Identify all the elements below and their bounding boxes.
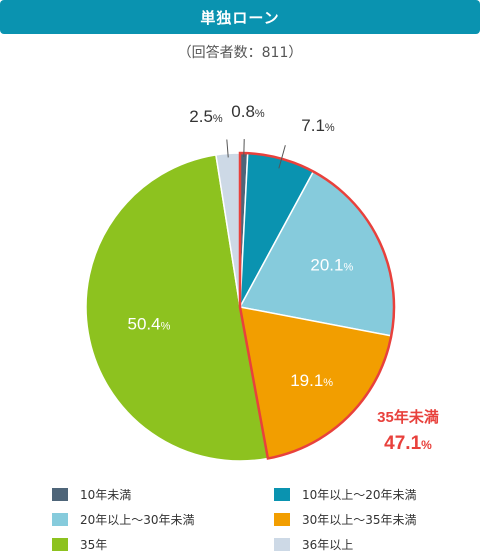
- legend-swatch: [52, 538, 68, 551]
- legend-item-2: 10年以上～20年未満: [274, 486, 417, 503]
- pie-slice-5: [85, 154, 269, 462]
- legend-label: 10年以上～20年未満: [302, 488, 417, 502]
- legend-label: 10年未満: [80, 488, 132, 502]
- leader-line-6: [226, 139, 229, 158]
- respondent-count: （回答者数：811）: [177, 45, 303, 61]
- pie-chart: 20.1% 19.1% 50.4% 0.8% 7.1% 2.5% 35年未満 47.1%: [85, 102, 439, 462]
- highlight-outline: [238, 151, 396, 460]
- leader-line-2: [278, 145, 286, 169]
- chart-title-bar: 単独ローン: [0, 0, 480, 34]
- legend-swatch: [52, 513, 68, 526]
- legend-swatch: [274, 488, 290, 501]
- chart-title: 単独ローン: [200, 8, 280, 27]
- legend-swatch: [274, 538, 290, 551]
- highlight-group-value: 47.1%: [384, 433, 432, 454]
- legend-item-6: 36年以上: [274, 536, 353, 553]
- legend-label: 30年以上～35年未満: [302, 513, 417, 527]
- legend-item-4: 30年以上～35年未満: [274, 511, 417, 528]
- legend-swatch: [274, 513, 290, 526]
- value-label-3: 20.1%: [310, 255, 353, 274]
- highlight-group-label: 35年未満: [377, 408, 439, 426]
- legend-label: 35年: [80, 538, 108, 552]
- legend-label: 20年以上～30年未満: [80, 513, 195, 527]
- value-label-2: 7.1%: [301, 116, 335, 135]
- value-label-4: 19.1%: [290, 371, 333, 390]
- legend-item-5: 35年: [52, 536, 107, 553]
- value-label-6: 2.5%: [189, 107, 223, 126]
- legend-item-3: 20年以上～30年未満: [52, 511, 195, 528]
- value-label-1: 0.8%: [231, 102, 265, 121]
- legend-swatch: [52, 488, 68, 501]
- legend-item-1: 10年未満: [52, 486, 131, 503]
- legend-label: 36年以上: [302, 538, 354, 552]
- value-label-5: 50.4%: [127, 315, 170, 334]
